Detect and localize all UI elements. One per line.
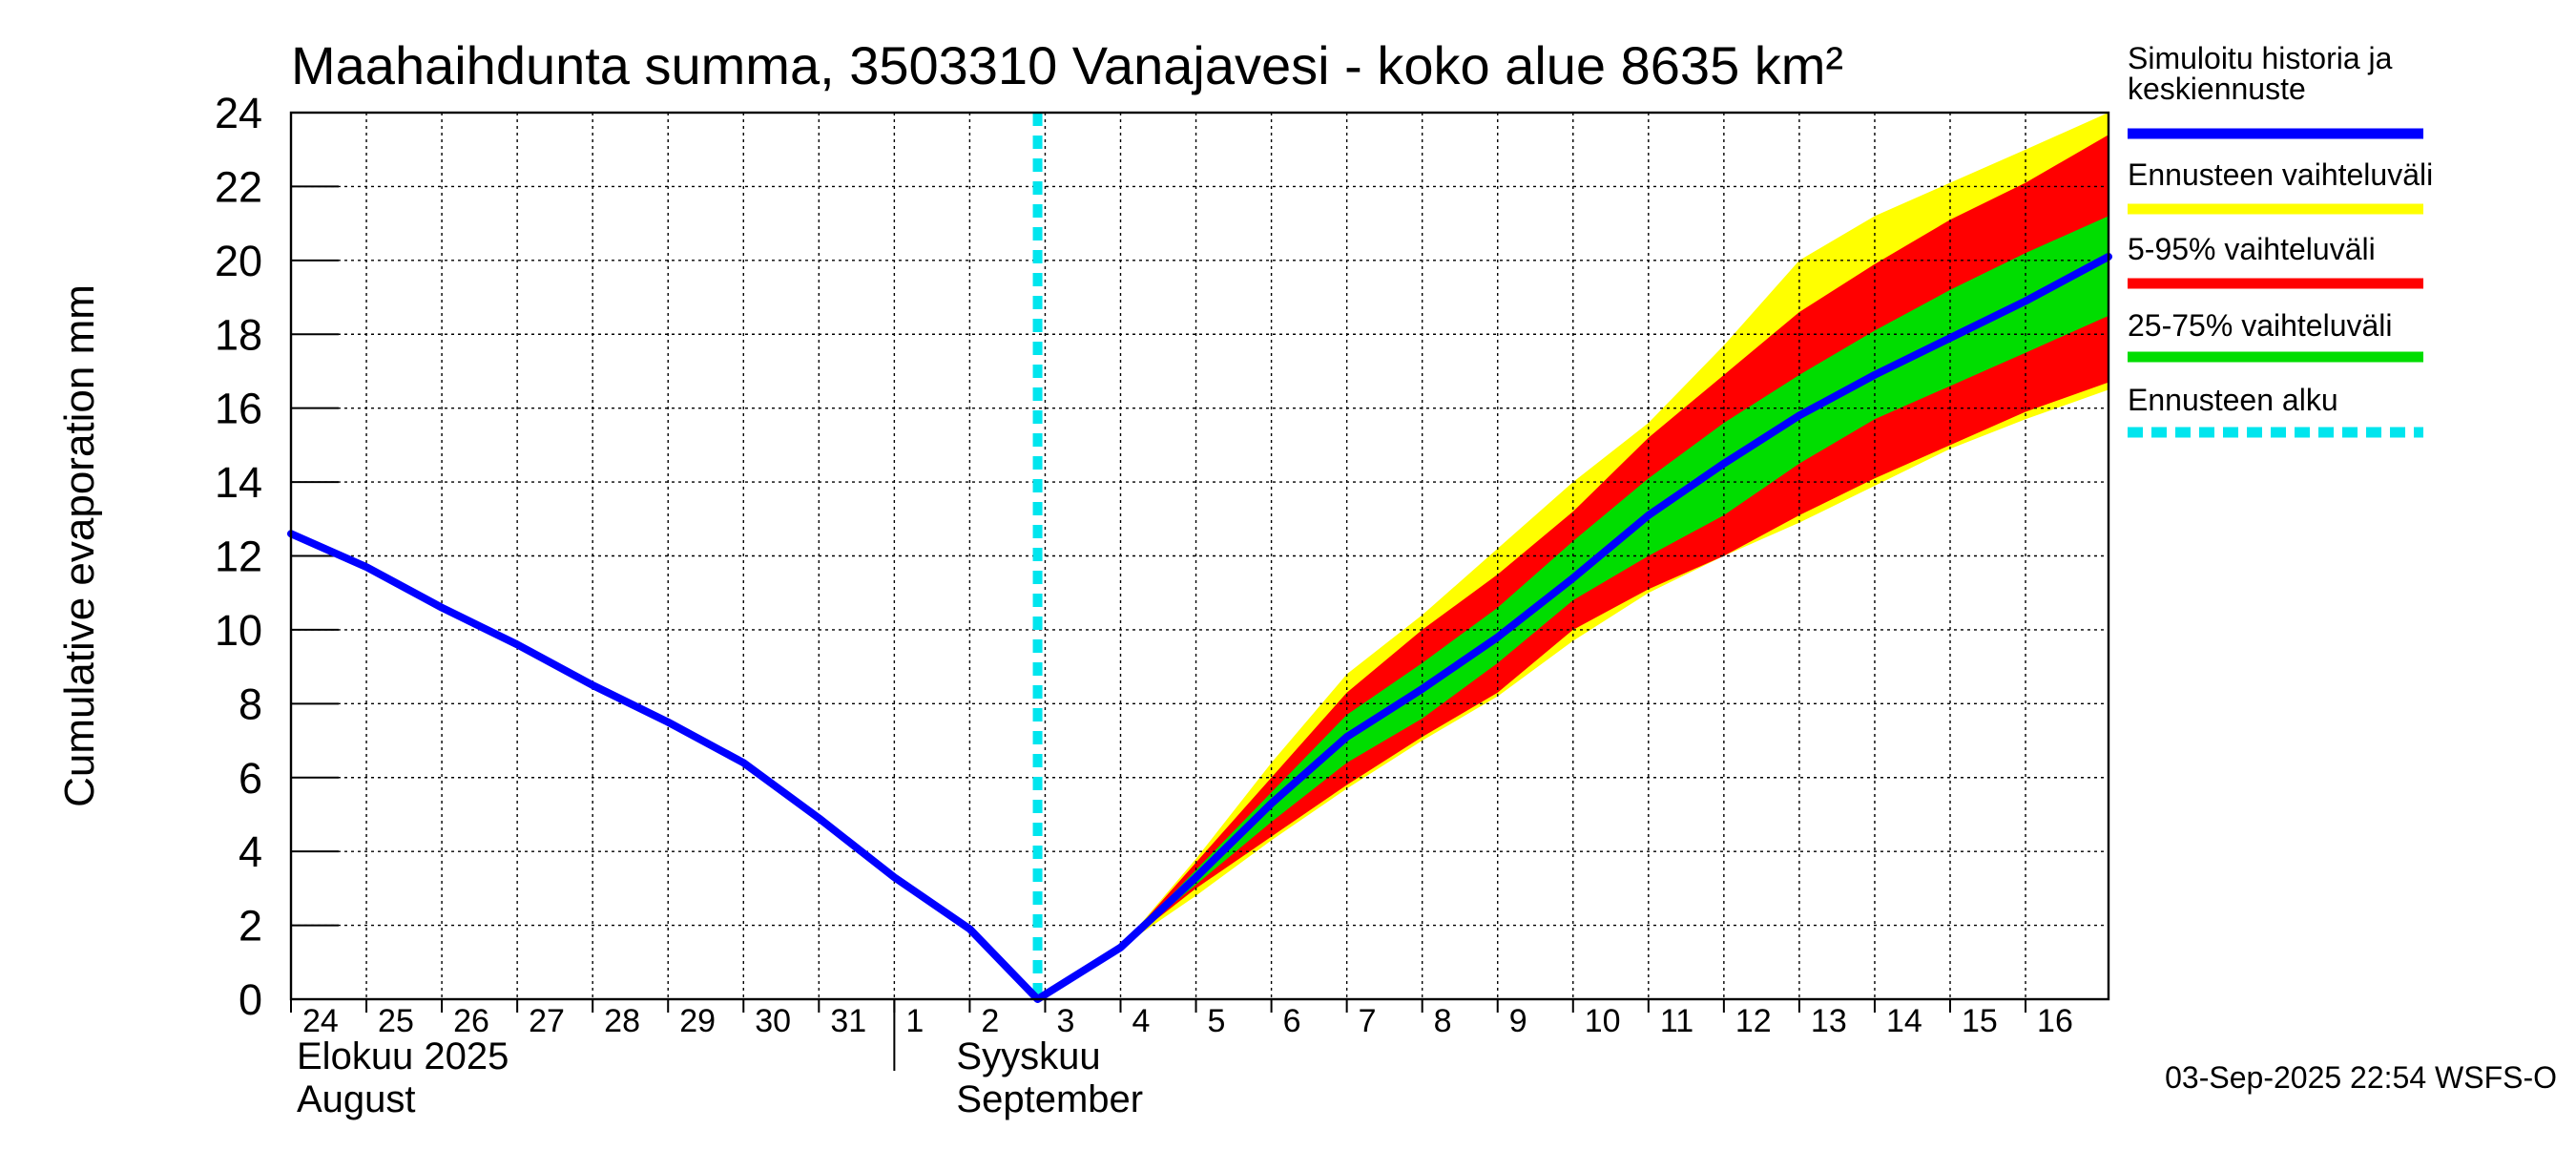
x-tick-label: 1 — [905, 1003, 924, 1039]
y-tick-label: 0 — [239, 975, 262, 1024]
x-tick-label: 8 — [1434, 1003, 1452, 1039]
x-tick-label: 3 — [1056, 1003, 1074, 1039]
plot-frame — [289, 111, 2110, 1001]
timestamp: 03-Sep-2025 22:54 WSFS-O — [2165, 1060, 2557, 1095]
x-tick-label: 4 — [1132, 1003, 1151, 1039]
x-tick-label: 15 — [1962, 1003, 1998, 1039]
x-tick-label: 31 — [830, 1003, 866, 1039]
x-tick-label: 14 — [1886, 1003, 1922, 1039]
y-tick-label: 14 — [215, 458, 262, 507]
x-tick-label: 29 — [679, 1003, 716, 1039]
legend-label: Ennusteen vaihteluväli — [2128, 157, 2433, 192]
bands-layer — [1120, 113, 2109, 948]
x-tick-label: 9 — [1509, 1003, 1527, 1039]
x-tick-label: 16 — [2037, 1003, 2073, 1039]
x-tick-label: 5 — [1208, 1003, 1226, 1039]
y-tick-label: 6 — [239, 754, 262, 803]
y-tick-label: 20 — [215, 237, 262, 285]
month-label: Elokuu 2025 — [297, 1035, 509, 1077]
y-tick-label: 4 — [239, 827, 262, 876]
y-tick-label: 22 — [215, 162, 262, 211]
month-label-en: September — [956, 1078, 1143, 1120]
y-axis-label: Cumulative evaporation mm — [56, 284, 103, 807]
legend-label: keskiennuste — [2128, 72, 2306, 106]
x-tick-label: 10 — [1585, 1003, 1621, 1039]
x-tick-label: 28 — [604, 1003, 640, 1039]
series-layer — [287, 113, 2112, 1003]
x-tick-label: 25 — [378, 1003, 414, 1039]
x-tick-label: 7 — [1359, 1003, 1377, 1039]
x-tick-label: 11 — [1660, 1003, 1693, 1039]
y-tick-label: 24 — [215, 89, 262, 137]
x-tick-label: 6 — [1283, 1003, 1301, 1039]
y-tick-label: 16 — [215, 385, 262, 433]
x-tick-label: 27 — [529, 1003, 565, 1039]
band-2 — [1120, 216, 2109, 948]
y-tick-label: 18 — [215, 310, 262, 359]
chart-title: Maahaihdunta summa, 3503310 Vanajavesi -… — [291, 35, 1843, 95]
y-tick-label: 8 — [239, 680, 262, 728]
x-tick-label: 13 — [1811, 1003, 1847, 1039]
month-label: Syyskuu — [956, 1035, 1100, 1077]
series-line-0 — [287, 252, 2112, 1003]
y-tick-label: 12 — [215, 533, 262, 581]
legend-label: 5-95% vaihteluväli — [2128, 232, 2376, 266]
y-tick-label: 2 — [239, 902, 262, 951]
month-label-en: August — [297, 1078, 416, 1120]
legend-label: Ennusteen alku — [2128, 383, 2338, 417]
legend-label: 25-75% vaihteluväli — [2128, 308, 2393, 343]
y-tick-label: 10 — [215, 606, 262, 655]
legend-label: Simuloitu historia ja — [2128, 41, 2393, 75]
x-tick-label: 30 — [755, 1003, 791, 1039]
x-tick-label: 26 — [453, 1003, 489, 1039]
x-tick-label: 12 — [1735, 1003, 1772, 1039]
x-tick-label: 24 — [302, 1003, 339, 1039]
x-tick-label: 2 — [981, 1003, 999, 1039]
